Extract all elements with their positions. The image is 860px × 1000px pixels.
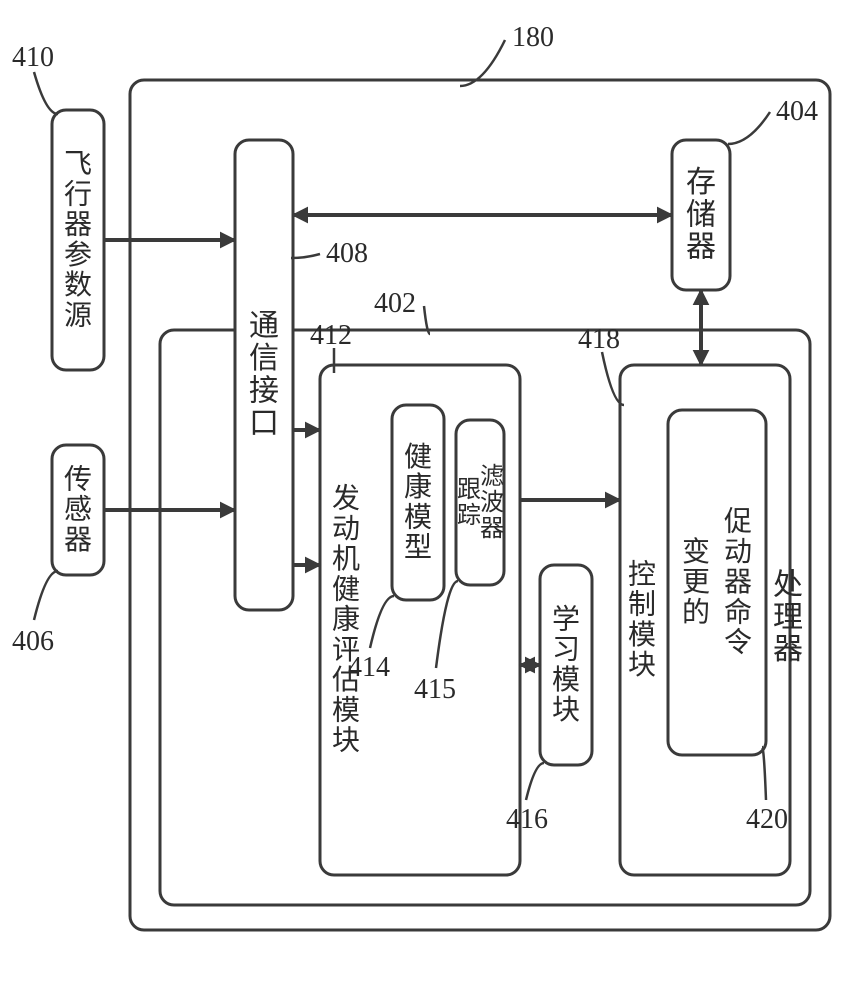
svg-text:波: 波: [480, 489, 504, 516]
svg-text:的: 的: [682, 596, 710, 628]
svg-text:模: 模: [552, 664, 580, 696]
svg-text:模: 模: [404, 501, 432, 533]
svg-text:块: 块: [628, 650, 656, 681]
svg-text:器: 器: [480, 516, 504, 542]
ref-420: 420: [746, 804, 788, 835]
l-tf1: 跟踪: [457, 477, 481, 529]
svg-text:机: 机: [332, 543, 360, 575]
svg-text:理: 理: [773, 601, 803, 634]
svg-text:传: 传: [64, 463, 92, 495]
svg-text:存: 存: [686, 166, 716, 199]
svg-text:令: 令: [724, 627, 752, 659]
l-act1: 变更的: [682, 536, 710, 628]
svg-text:器: 器: [686, 231, 716, 264]
svg-text:器: 器: [64, 525, 92, 556]
block-diagram: 传感器飞行器参数源通信接口存储器发动机健康评估模块健康模型跟踪滤波器学习模块控制…: [0, 0, 860, 1000]
svg-text:处: 处: [773, 568, 803, 601]
leader-406: [34, 571, 58, 620]
leader-410: [34, 72, 58, 114]
svg-text:源: 源: [64, 300, 92, 331]
l-act2: 促动器命令: [724, 506, 752, 659]
svg-text:感: 感: [64, 494, 92, 526]
svg-text:控: 控: [628, 558, 656, 590]
svg-text:命: 命: [724, 596, 752, 628]
svg-text:参: 参: [64, 239, 92, 271]
ref-402: 402: [374, 288, 416, 319]
l-control: 控制模块: [628, 558, 656, 681]
l-health: 发动机健康评估模块: [332, 483, 360, 757]
ref-414: 414: [348, 652, 390, 683]
svg-text:信: 信: [249, 342, 279, 375]
svg-text:口: 口: [249, 407, 279, 440]
svg-text:滤: 滤: [480, 463, 504, 490]
l-learn: 学习模块: [552, 603, 580, 726]
svg-text:更: 更: [682, 567, 710, 598]
l-memory: 存储器: [686, 166, 716, 264]
ref-406: 406: [12, 626, 54, 657]
l-params: 飞行器参数源: [64, 149, 92, 331]
l-sensor: 传感器: [64, 463, 92, 555]
svg-text:促: 促: [724, 506, 752, 538]
svg-text:动: 动: [724, 537, 752, 568]
svg-text:动: 动: [332, 514, 360, 545]
ref-415: 415: [414, 674, 456, 705]
l-tf2: 滤波器: [480, 463, 504, 542]
svg-text:块: 块: [332, 726, 360, 757]
ref-408: 408: [326, 238, 368, 269]
svg-text:跟: 跟: [457, 477, 481, 503]
svg-text:制: 制: [628, 589, 656, 621]
svg-text:模: 模: [332, 694, 360, 726]
ref-416: 416: [506, 804, 548, 835]
svg-text:器: 器: [773, 633, 803, 666]
svg-text:变: 变: [682, 536, 710, 568]
svg-text:模: 模: [628, 619, 656, 651]
svg-text:储: 储: [686, 198, 716, 231]
svg-text:型: 型: [404, 532, 432, 564]
svg-text:康: 康: [332, 604, 360, 636]
svg-text:器: 器: [64, 210, 92, 241]
svg-text:器: 器: [724, 567, 752, 598]
svg-text:行: 行: [64, 178, 92, 210]
ref-412: 412: [310, 320, 352, 351]
ref-418: 418: [578, 324, 620, 355]
svg-text:接: 接: [249, 375, 279, 408]
svg-text:发: 发: [332, 483, 360, 515]
svg-text:习: 习: [552, 635, 580, 666]
l-hmodel: 健康模型: [404, 441, 432, 564]
svg-text:康: 康: [404, 471, 432, 503]
ref-180: 180: [512, 22, 554, 53]
svg-text:飞: 飞: [64, 149, 92, 180]
l-commif: 通信接口: [249, 310, 279, 440]
svg-text:通: 通: [249, 310, 279, 343]
svg-text:数: 数: [64, 269, 92, 301]
svg-text:健: 健: [404, 441, 432, 473]
l-proc: 处理器: [773, 568, 803, 666]
svg-text:健: 健: [332, 573, 360, 605]
ref-410: 410: [12, 42, 54, 73]
svg-text:踪: 踪: [457, 502, 481, 529]
svg-text:块: 块: [552, 695, 580, 726]
ref-404: 404: [776, 96, 818, 127]
svg-text:学: 学: [552, 603, 580, 635]
